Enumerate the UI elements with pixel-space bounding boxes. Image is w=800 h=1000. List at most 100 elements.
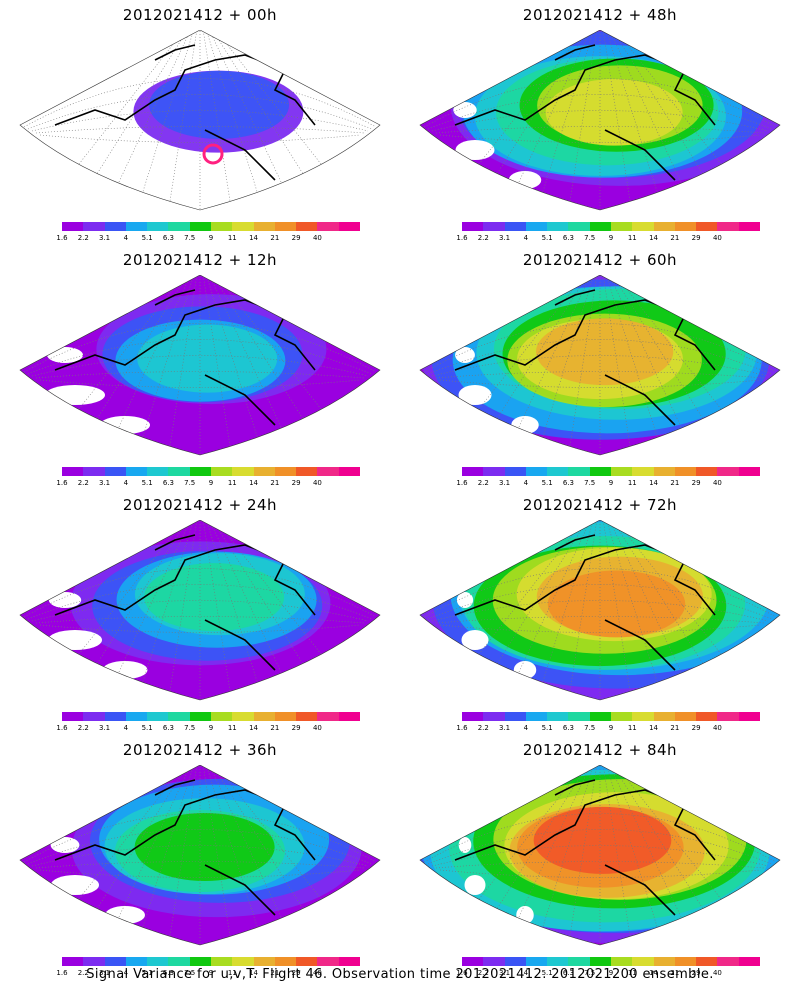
colorbar-tick-label: 21: [670, 969, 680, 977]
colorbar-swatch: [253, 712, 275, 721]
forecast-panel: 2012021412 + 48h 1.6 2.2 3.1 4 5.1 6.3 7.5 9 11 14…: [400, 0, 800, 245]
colorbar-swatch: [653, 712, 675, 721]
colorbar-tick-label: 1.6: [456, 479, 468, 487]
colorbar-tick-label: 29: [291, 969, 301, 977]
colorbar-swatch: [189, 712, 211, 721]
colorbar-tick-label: 11: [627, 234, 637, 242]
colorbar-tick-label: 1.6: [56, 479, 68, 487]
colorbar-ticks: 1.6 2.2 3.1 4 5.1 6.3 7.5 9 11 14 21 29 40: [448, 479, 748, 489]
colorbar-tick-label: 14: [249, 724, 259, 732]
colorbar-tick-label: 14: [649, 234, 659, 242]
colorbar-swatch: [338, 222, 360, 231]
colorbar-swatch: [104, 957, 126, 966]
colorbar-swatch: [210, 467, 233, 476]
low-variance-area: [513, 661, 537, 679]
colorbar-tick-label: 3.1: [498, 969, 511, 977]
colorbar-swatch: [589, 222, 611, 231]
colorbar: [462, 467, 760, 476]
colorbar-swatch: [338, 712, 360, 721]
colorbar-tick-label: 21: [670, 234, 680, 242]
colorbar-tick-label: 2.2: [77, 724, 89, 732]
colorbar-swatch: [147, 712, 169, 721]
colorbar-tick-label: 29: [291, 234, 301, 242]
colorbar-swatch: [104, 712, 126, 721]
colorbar-swatch: [125, 957, 148, 966]
colorbar-tick-label: 7.5: [584, 969, 596, 977]
low-variance-area: [455, 347, 475, 363]
colorbar-tick-label: 6.3: [562, 234, 574, 242]
colorbar-swatch: [738, 222, 760, 231]
colorbar-tick-label: 7.5: [184, 479, 196, 487]
colorbar-ticks: 1.6 2.2 3.1 4 5.1 6.3 7.5 9 11 14 21 29 40: [48, 969, 348, 979]
colorbar-tick-label: 6.3: [162, 234, 174, 242]
colorbar-swatch: [168, 957, 190, 966]
panel-title: 2012021412 + 72h: [522, 496, 678, 514]
colorbar-swatch: [610, 957, 633, 966]
colorbar-tick-label: 1.6: [456, 969, 468, 977]
colorbar-ticks: 1.6 2.2 3.1 4 5.1 6.3 7.5 9 11 14 21 29 40: [448, 234, 748, 244]
low-variance-area: [39, 140, 111, 160]
low-variance-area: [464, 875, 486, 895]
colorbar-swatch: [632, 957, 654, 966]
variance-map: [19, 30, 381, 211]
low-variance-area: [516, 906, 534, 924]
colorbar-tick-label: 9: [608, 479, 614, 487]
colorbar-swatch: [83, 467, 105, 476]
colorbar-tick-label: 11: [227, 234, 237, 242]
colorbar-tick-label: 4: [523, 234, 529, 242]
colorbar-swatch: [296, 467, 318, 476]
variance-map: [419, 765, 781, 946]
colorbar-swatch: [232, 712, 254, 721]
colorbar-tick-label: 29: [691, 724, 701, 732]
low-variance-area: [95, 171, 155, 189]
colorbar-tick-label: 11: [227, 724, 237, 732]
colorbar-swatch: [274, 222, 297, 231]
colorbar-tick-label: 11: [627, 724, 637, 732]
variance-contour: [144, 563, 285, 632]
colorbar-tick-label: 1.6: [56, 724, 68, 732]
colorbar-ticks: 1.6 2.2 3.1 4 5.1 6.3 7.5 9 11 14 21 29 40: [448, 724, 748, 734]
low-variance-area: [508, 171, 542, 189]
colorbar-swatch: [125, 467, 148, 476]
colorbar-swatch: [568, 222, 590, 231]
colorbar-swatch: [338, 957, 360, 966]
forecast-panel: 2012021412 + 36h 1.6 2.2 3.1 4 5.1 6.3 7.5 9 11 14…: [0, 735, 400, 980]
colorbar-tick-label: 14: [649, 969, 659, 977]
colorbar-swatch: [83, 712, 105, 721]
variance-map: [19, 520, 381, 701]
colorbar-swatch: [632, 467, 654, 476]
colorbar-swatch: [462, 957, 484, 966]
colorbar-tick-label: 29: [691, 479, 701, 487]
colorbar-swatch: [274, 957, 297, 966]
colorbar-swatch: [653, 222, 675, 231]
coastline: [454, 289, 716, 426]
colorbar-swatch: [232, 222, 254, 231]
colorbar-tick-label: 11: [627, 479, 637, 487]
colorbar-swatch: [504, 957, 526, 966]
colorbar-swatch: [317, 712, 339, 721]
colorbar-swatch: [589, 467, 611, 476]
colorbar-tick-label: 5.1: [141, 969, 153, 977]
variance-map: [419, 30, 781, 211]
colorbar-tick-label: 9: [608, 724, 614, 732]
colorbar-swatch: [125, 222, 148, 231]
colorbar-tick-label: 4: [123, 724, 129, 732]
colorbar-swatch: [674, 712, 697, 721]
colorbar-swatch: [189, 467, 211, 476]
low-variance-area: [102, 661, 148, 679]
variance-contour: [535, 318, 674, 386]
variance-map: [419, 275, 781, 456]
colorbar-tick-label: 14: [249, 969, 259, 977]
colorbar-swatch: [525, 957, 548, 966]
colorbar-swatch: [547, 712, 569, 721]
colorbar-swatch: [296, 222, 318, 231]
colorbar-swatch: [610, 712, 633, 721]
colorbar-tick-label: 6.3: [162, 479, 174, 487]
colorbar-swatch: [525, 712, 548, 721]
colorbar-swatch: [104, 467, 126, 476]
colorbar-tick-label: 2.2: [477, 969, 489, 977]
low-variance-area: [50, 837, 80, 853]
coastline: [454, 534, 716, 671]
colorbar-tick-label: 11: [227, 969, 237, 977]
colorbar-swatch: [83, 957, 105, 966]
